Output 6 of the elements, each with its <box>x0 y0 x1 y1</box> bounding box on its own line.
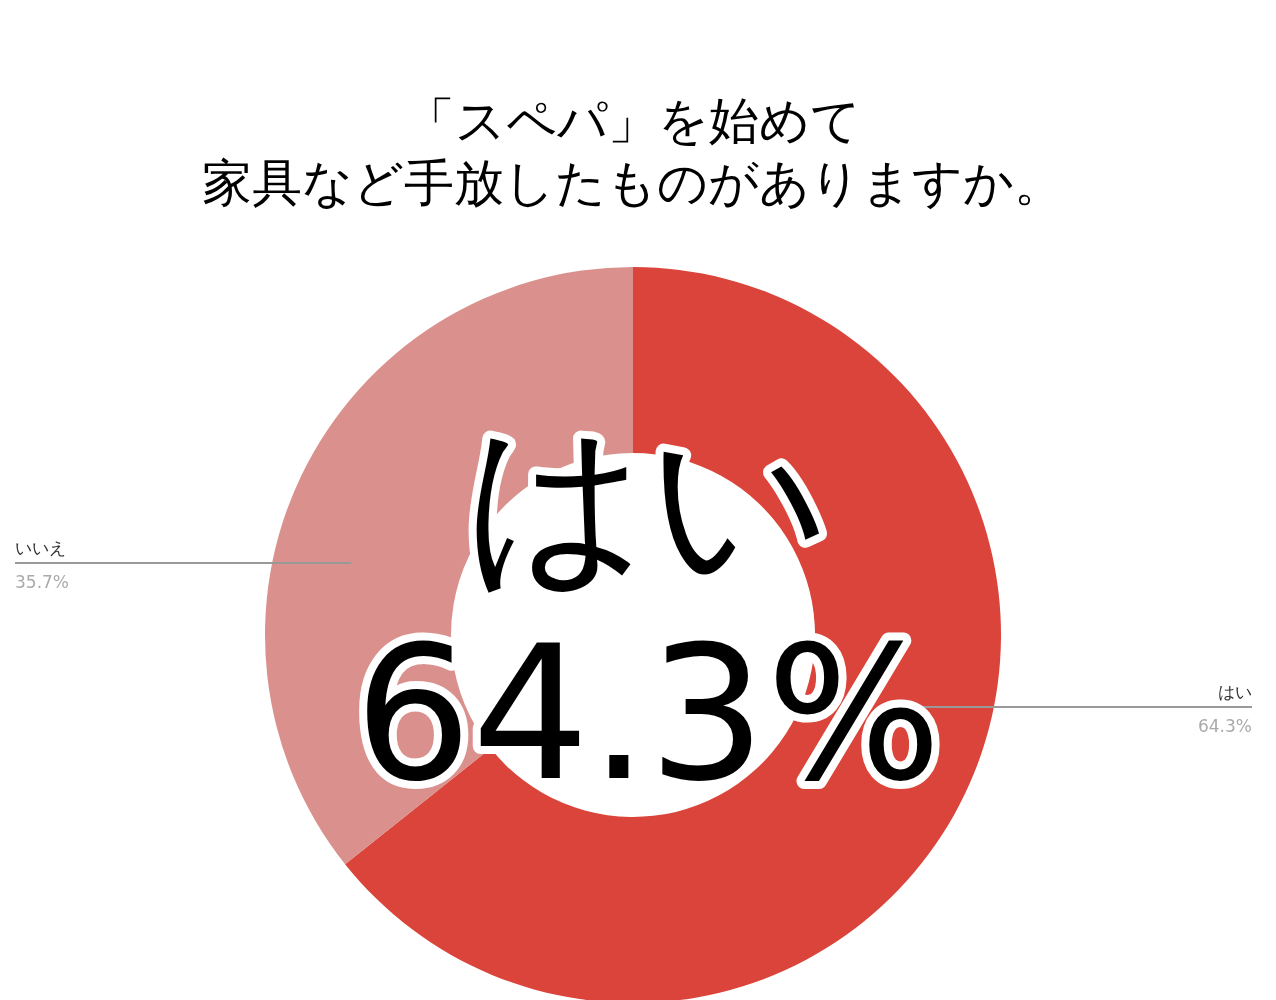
data-label: 35.7% <box>15 572 70 593</box>
slice-label: いいえ <box>15 538 66 559</box>
chart-title: 「スペパ」を始めて <box>405 92 861 150</box>
data-label: 64.3% <box>1197 715 1252 736</box>
slice-label: はい <box>1218 681 1252 702</box>
chart-subtitle: 家具など手放したものがありますか。 <box>202 154 1064 212</box>
